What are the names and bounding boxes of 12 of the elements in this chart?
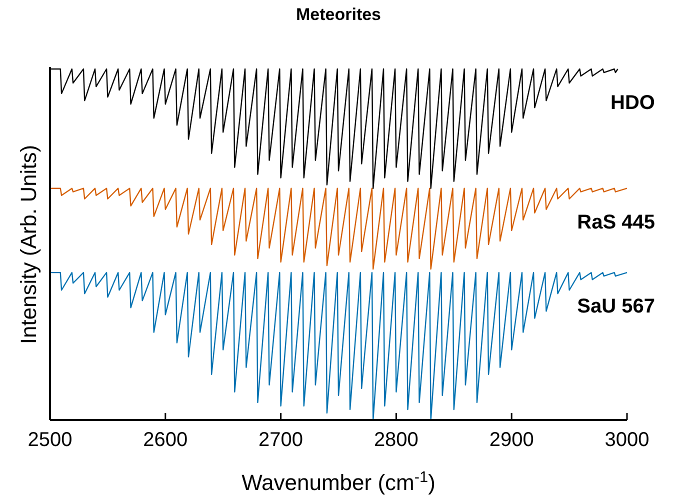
series-label: HDO (610, 92, 655, 114)
x-tick-label: 3000 (604, 429, 650, 451)
chart-title: Meteorites (296, 5, 382, 24)
x-axis-title: Wavenumber (cm$^{-1}$) (242, 468, 436, 495)
series-label: RaS 445 (577, 211, 655, 234)
x-tick-label: 2500 (28, 429, 72, 451)
series-label: SaU 567 (577, 296, 655, 318)
x-tick-label: 2600 (143, 429, 188, 451)
x-tick-label: 2800 (374, 429, 418, 451)
x-tick-label: 2900 (489, 429, 534, 451)
x-tick-label: 2700 (258, 429, 304, 451)
y-axis-title: Intensity (Arb. Units) (16, 144, 41, 344)
